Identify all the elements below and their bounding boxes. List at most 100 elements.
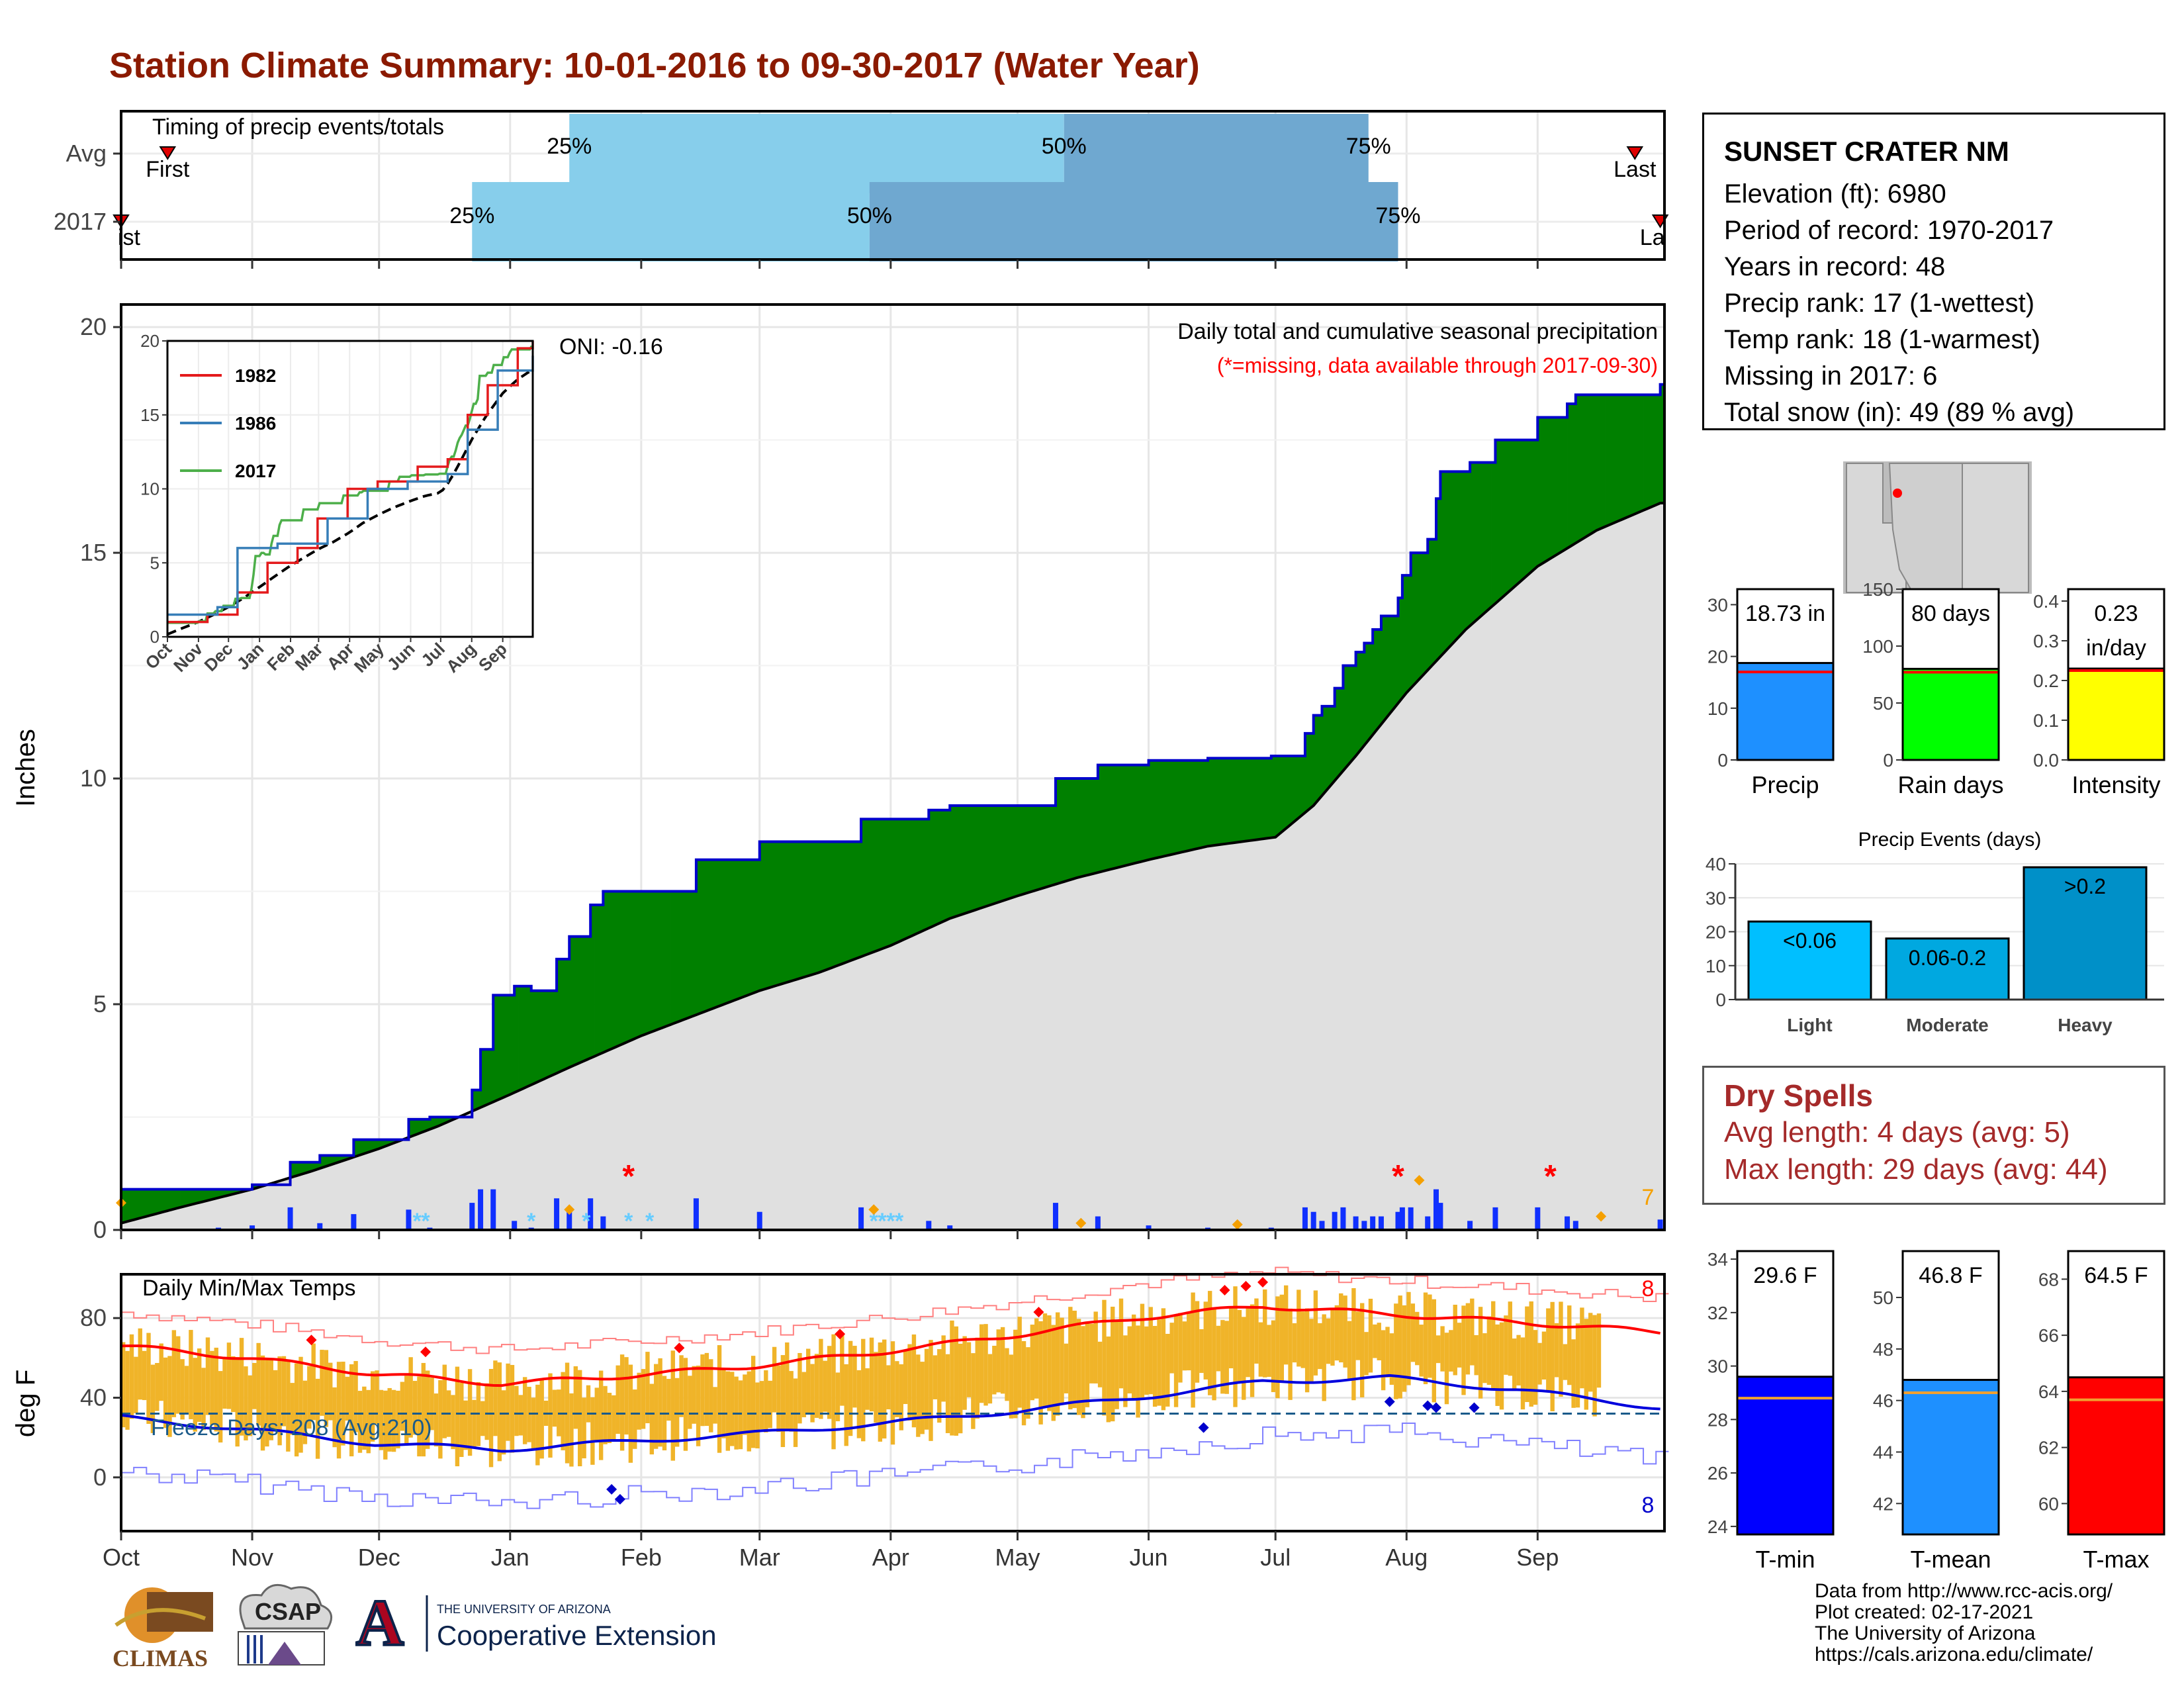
timing-label-75-2017: 75%	[1375, 203, 1420, 228]
temps-daily-bar-335	[1537, 1342, 1542, 1385]
temps-daily-bar-285	[1326, 1318, 1331, 1364]
precip-daily-bar-32	[1353, 1216, 1359, 1230]
temps-daily-bar-188	[916, 1354, 921, 1437]
precip-surplus-day-11	[167, 1189, 172, 1211]
summary-intensity-ytick-label-4: 0.4	[2033, 591, 2059, 612]
precip-surplus-day-290	[1347, 665, 1352, 767]
tempbar-tmean-ytick-label-2: 46	[1873, 1391, 1893, 1411]
temps-daily-bar-339	[1554, 1323, 1559, 1378]
temps-daily-bar-280	[1304, 1308, 1310, 1393]
precip-surplus-day-326	[1499, 440, 1504, 600]
precip-surplus-day-90	[501, 995, 506, 1099]
temps-record-high-marker-6	[1240, 1281, 1251, 1292]
temps-daily-bar-217	[1038, 1321, 1043, 1425]
temps-daily-bar-197	[954, 1326, 959, 1436]
temps-record-low-line	[121, 1423, 1669, 1509]
temps-daily-bar-65	[396, 1390, 400, 1448]
inset-legend-label-1982: 1982	[235, 365, 276, 386]
temps-daily-bar-318	[1465, 1303, 1471, 1375]
temps-daily-bar-229	[1089, 1323, 1094, 1383]
temps-daily-bar-4	[138, 1328, 142, 1400]
temps-daily-bar-27	[235, 1357, 240, 1447]
temps-daily-bar-266	[1246, 1306, 1250, 1378]
temps-daily-bar-135	[692, 1366, 696, 1424]
precip-surplus-day-220	[1051, 805, 1056, 886]
temps-daily-bar-228	[1085, 1323, 1090, 1407]
summary-rain-days-frame	[1901, 588, 2000, 761]
temps-daily-bar-78	[451, 1395, 455, 1450]
temps-daily-bar-326	[1499, 1322, 1504, 1410]
precip-missing-marker-0: *	[622, 1159, 635, 1194]
precip-ytick-label-1: 5	[93, 990, 107, 1017]
summary-precip-ytick-label-3: 30	[1707, 594, 1728, 615]
temps-daily-bar-85	[480, 1401, 485, 1436]
temps-record-high-marker-4	[1033, 1307, 1044, 1318]
precip-daily-bar-9	[478, 1189, 484, 1230]
precip-surplus-day-293	[1359, 651, 1365, 751]
temps-daily-bar-341	[1563, 1344, 1568, 1380]
temps-daily-bar-231	[1097, 1341, 1103, 1387]
tempbar-tmax-ytick-label-2: 64	[2038, 1382, 2059, 1402]
temps-record-high-marker-2	[674, 1342, 685, 1354]
temps-xtick-label-10: Aug	[1385, 1544, 1428, 1571]
precip-surplus-day-351	[1605, 395, 1610, 527]
temps-daily-bar-178	[874, 1352, 878, 1423]
temps-daily-bar-296	[1373, 1324, 1377, 1358]
precip-surplus-day-119	[623, 891, 629, 1044]
precip-missing-marker-1: *	[1392, 1159, 1404, 1194]
precip-daily-bar-39	[1425, 1216, 1431, 1230]
temps-daily-bar-87	[488, 1369, 494, 1468]
temps-daily-bar-204	[983, 1324, 988, 1406]
temps-daily-bar-106	[569, 1393, 574, 1467]
temps-daily-bar-161	[801, 1372, 807, 1418]
temps-daily-bar-61	[379, 1389, 384, 1450]
temps-daily-bar-252	[1187, 1312, 1191, 1371]
temps-daily-bar-209	[1005, 1348, 1009, 1401]
temps-daily-bar-12	[171, 1330, 177, 1417]
tempbar-tmean-ytick-label-3: 48	[1873, 1339, 1893, 1360]
precip-oni: ONI: -0.16	[559, 334, 663, 359]
temps-daily-bar-312	[1440, 1326, 1445, 1372]
precip-surplus-day-283	[1317, 715, 1322, 802]
temps-record-high-line	[121, 1266, 1669, 1354]
precip-surplus-day-94	[518, 986, 523, 1092]
temps-daily-bar-213	[1021, 1340, 1026, 1426]
temps-daily-bar-58	[366, 1389, 371, 1454]
precip-surplus-day-129	[666, 891, 671, 1027]
tempbar-tmin-bar	[1736, 1376, 1835, 1536]
temps-daily-bar-179	[878, 1342, 883, 1442]
temps-daily-bar-236	[1118, 1298, 1124, 1389]
temps-daily-bar-115	[607, 1393, 612, 1444]
temps-daily-bar-74	[433, 1393, 439, 1447]
temps-daily-bar-129	[666, 1379, 671, 1421]
temps-daily-bar-101	[548, 1373, 553, 1458]
tempbar-tmean-frame	[1901, 1250, 2000, 1536]
temps-daily-bar-123	[641, 1369, 646, 1429]
inset-ytick-label-1: 5	[150, 553, 159, 573]
precip-surplus-day-233	[1106, 765, 1111, 871]
temps-daily-bar-336	[1541, 1331, 1547, 1380]
precip-surplus-day-301	[1393, 616, 1398, 710]
precip-surplus-day-157	[784, 841, 790, 984]
temps-daily-bar-98	[535, 1384, 540, 1466]
temps-daily-bar-18	[197, 1348, 202, 1422]
precip-surplus-day-100	[543, 990, 549, 1080]
precip-surplus-day-202	[975, 805, 980, 911]
precip-daily-bar-34	[1370, 1216, 1376, 1230]
precip-surplus-day-334	[1533, 440, 1538, 571]
precip-daily-bar-10	[490, 1189, 496, 1230]
precip-surplus-day-181	[886, 819, 891, 948]
temps-daily-bar-198	[958, 1343, 963, 1434]
precip-surplus-day-362	[1651, 395, 1657, 507]
temps-daily-bar-270	[1263, 1289, 1267, 1378]
tempbar-tmax-frame	[2067, 1250, 2165, 1536]
precip-surplus-day-240	[1136, 765, 1141, 863]
temps-daily-bar-127	[658, 1358, 662, 1447]
events-ytick-label-4: 40	[1706, 854, 1726, 874]
events-chart: Precip Events (days) <0.06 Light 0.06-0.2 Mo…	[1706, 829, 2164, 1035]
temps-daily-bar-138	[704, 1352, 709, 1427]
precip-surplus-day-184	[899, 819, 904, 942]
temps-daily-bar-225	[1072, 1310, 1077, 1409]
temps-daily-bar-313	[1444, 1333, 1449, 1405]
precip-surplus-day-269	[1258, 758, 1263, 840]
